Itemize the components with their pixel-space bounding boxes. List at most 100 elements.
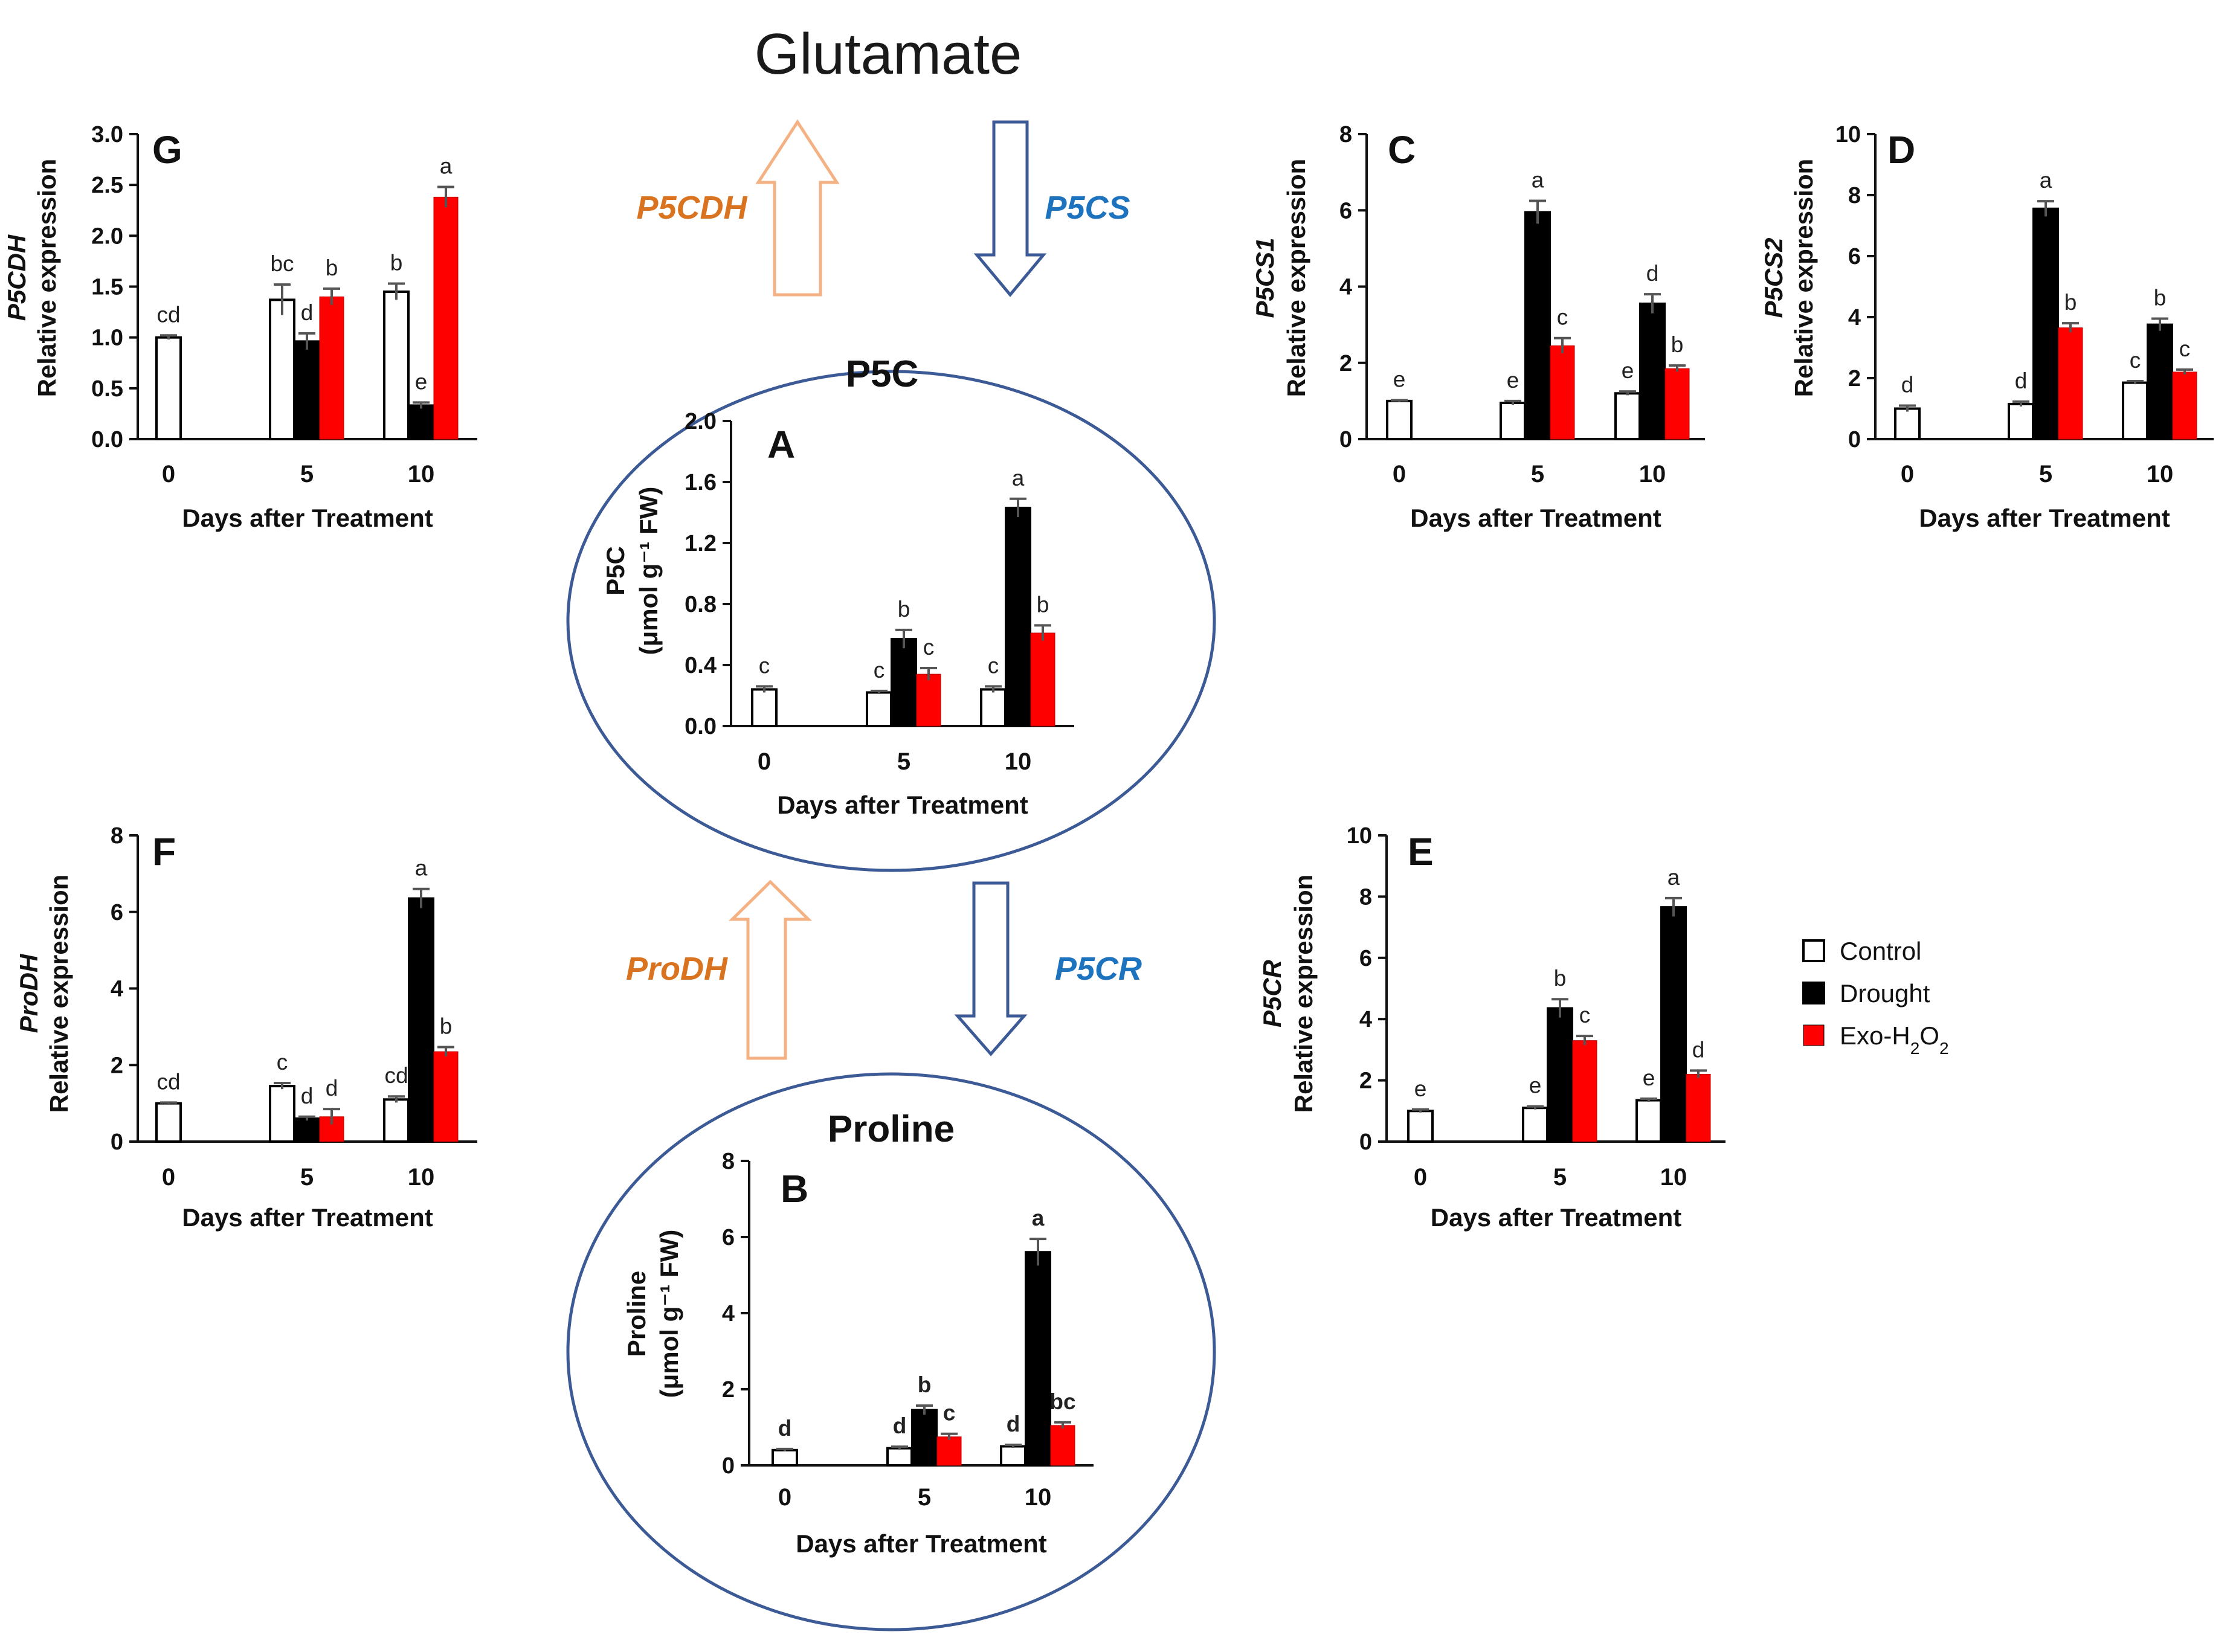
legend: Control Drought Exo-H2O2 bbox=[1802, 937, 1949, 1058]
significance-label: d bbox=[778, 1416, 792, 1441]
bar-exoh2o2 bbox=[1550, 345, 1575, 440]
y-tick-label: 6 bbox=[1359, 946, 1372, 971]
proline-circle-label: Proline bbox=[828, 1108, 955, 1150]
significance-label: a bbox=[440, 154, 453, 179]
bar-control bbox=[886, 1447, 913, 1467]
y-tick-label: 0.4 bbox=[685, 653, 717, 678]
significance-label: d bbox=[1692, 1037, 1705, 1062]
y-tick-label: 0.8 bbox=[685, 592, 717, 617]
bar-drought bbox=[294, 340, 320, 441]
bar-exoh2o2 bbox=[2058, 327, 2083, 440]
significance-label: d bbox=[2015, 368, 2028, 393]
p5cr-enzyme-label: P5CR bbox=[1055, 951, 1142, 987]
panel-letter-F: F bbox=[152, 830, 176, 873]
x-axis-title: Days after Treatment bbox=[1919, 504, 2170, 532]
x-tick-label: 5 bbox=[1553, 1164, 1567, 1191]
y-tick-label: 2 bbox=[1848, 366, 1861, 391]
significance-label: cd bbox=[384, 1063, 408, 1088]
bar-drought bbox=[1660, 906, 1687, 1143]
bar-exoh2o2 bbox=[1050, 1425, 1075, 1466]
significance-label: e bbox=[1643, 1065, 1655, 1090]
y-tick-label: 4 bbox=[111, 977, 123, 1002]
bar-control bbox=[2122, 381, 2148, 441]
significance-label: b bbox=[326, 256, 338, 280]
legend-exo-sub2: 2 bbox=[1939, 1039, 1949, 1058]
p5c-circle-label: P5C bbox=[846, 353, 919, 395]
p5cdh-enzyme-label: P5CDH bbox=[636, 190, 747, 226]
y-axis-title-gene: P5C bbox=[601, 546, 630, 596]
significance-label: d bbox=[1646, 261, 1659, 286]
bar-drought bbox=[408, 897, 434, 1143]
x-tick-label: 10 bbox=[1660, 1164, 1687, 1191]
significance-label: e bbox=[1529, 1073, 1542, 1098]
y-tick-label: 0.5 bbox=[91, 376, 123, 402]
x-tick-label: 5 bbox=[897, 748, 910, 775]
bar-drought bbox=[2147, 323, 2173, 440]
significance-label: b bbox=[2154, 286, 2167, 310]
x-tick-label: 0 bbox=[162, 1164, 175, 1191]
y-tick-label: 0 bbox=[1359, 1130, 1372, 1155]
significance-label: b bbox=[440, 1014, 453, 1038]
chart-D: 0 2 4 6 8 10 D 0 d 5 d a b 10 c b c Days after Treatment P… bbox=[1759, 122, 2214, 532]
bar-control bbox=[1407, 1110, 1434, 1143]
x-tick-label: 5 bbox=[1531, 461, 1544, 487]
legend-label-control: Control bbox=[1840, 937, 1921, 965]
bar-exoh2o2 bbox=[916, 673, 941, 727]
bar-drought bbox=[1639, 302, 1666, 440]
y-tick-label: 2 bbox=[111, 1053, 123, 1078]
bar-control bbox=[1522, 1107, 1548, 1143]
y-tick-label: 2 bbox=[1339, 351, 1352, 376]
significance-label: b bbox=[898, 597, 910, 622]
p5cs-enzyme-label: P5CS bbox=[1045, 190, 1130, 226]
panel-letter-B: B bbox=[781, 1167, 808, 1210]
bar-control bbox=[269, 298, 295, 440]
y-tick-label: 2.0 bbox=[685, 409, 717, 434]
y-axis-title-gene: P5CS1 bbox=[1251, 237, 1279, 318]
legend-exo-mid: O bbox=[1919, 1021, 1939, 1050]
bar-control bbox=[1614, 392, 1641, 440]
bar-control bbox=[772, 1448, 798, 1467]
legend-label-drought: Drought bbox=[1840, 979, 1930, 1008]
significance-label: c bbox=[923, 635, 935, 660]
y-tick-label: 4 bbox=[722, 1301, 735, 1326]
significance-label: e bbox=[415, 369, 428, 394]
significance-label: bc bbox=[1049, 1389, 1075, 1414]
y-axis-title: Relative expression bbox=[1790, 159, 1818, 397]
x-tick-label: 5 bbox=[918, 1484, 931, 1511]
significance-label: e bbox=[1507, 368, 1519, 393]
significance-label: d bbox=[1007, 1412, 1020, 1436]
y-tick-label: 10 bbox=[1347, 823, 1372, 849]
significance-label: c bbox=[943, 1401, 956, 1425]
significance-label: c bbox=[988, 653, 999, 678]
significance-label: b bbox=[1037, 592, 1049, 617]
chart-G: 0.00.51.01.52.02.53.0 G0cd5bcdb10beaDays … bbox=[2, 122, 477, 532]
significance-label: c bbox=[874, 658, 885, 683]
legend-label-exo: Exo-H2O2 bbox=[1840, 1021, 1949, 1058]
proline-circle bbox=[566, 1072, 1216, 1631]
y-tick-label: 0 bbox=[1848, 427, 1861, 452]
significance-label: c bbox=[2179, 336, 2191, 361]
x-tick-label: 0 bbox=[778, 1484, 791, 1511]
y-axis-title-gene: P5CR bbox=[1258, 959, 1286, 1027]
bar-control bbox=[751, 688, 778, 728]
y-axis-title-gene: P5CS2 bbox=[1759, 237, 1788, 318]
legend-swatch-control bbox=[1802, 939, 1825, 962]
bar-control bbox=[155, 336, 182, 441]
y-tick-label: 1.6 bbox=[685, 470, 717, 495]
x-axis-title: Days after Treatment bbox=[1410, 504, 1661, 532]
y-tick-label: 0 bbox=[1339, 427, 1352, 452]
bar-drought bbox=[1547, 1007, 1573, 1143]
y-tick-label: 6 bbox=[722, 1225, 735, 1250]
significance-label: cd bbox=[156, 302, 180, 327]
y-tick-label: 3.0 bbox=[91, 122, 123, 147]
y-tick-label: 8 bbox=[1339, 122, 1352, 147]
bar-exoh2o2 bbox=[2172, 371, 2197, 440]
legend-exo-sub1: 2 bbox=[1910, 1039, 1920, 1058]
bar-control bbox=[155, 1102, 182, 1143]
significance-label: b bbox=[918, 1372, 932, 1397]
y-tick-label: 1.5 bbox=[91, 275, 123, 300]
y-tick-label: 2 bbox=[722, 1377, 735, 1403]
